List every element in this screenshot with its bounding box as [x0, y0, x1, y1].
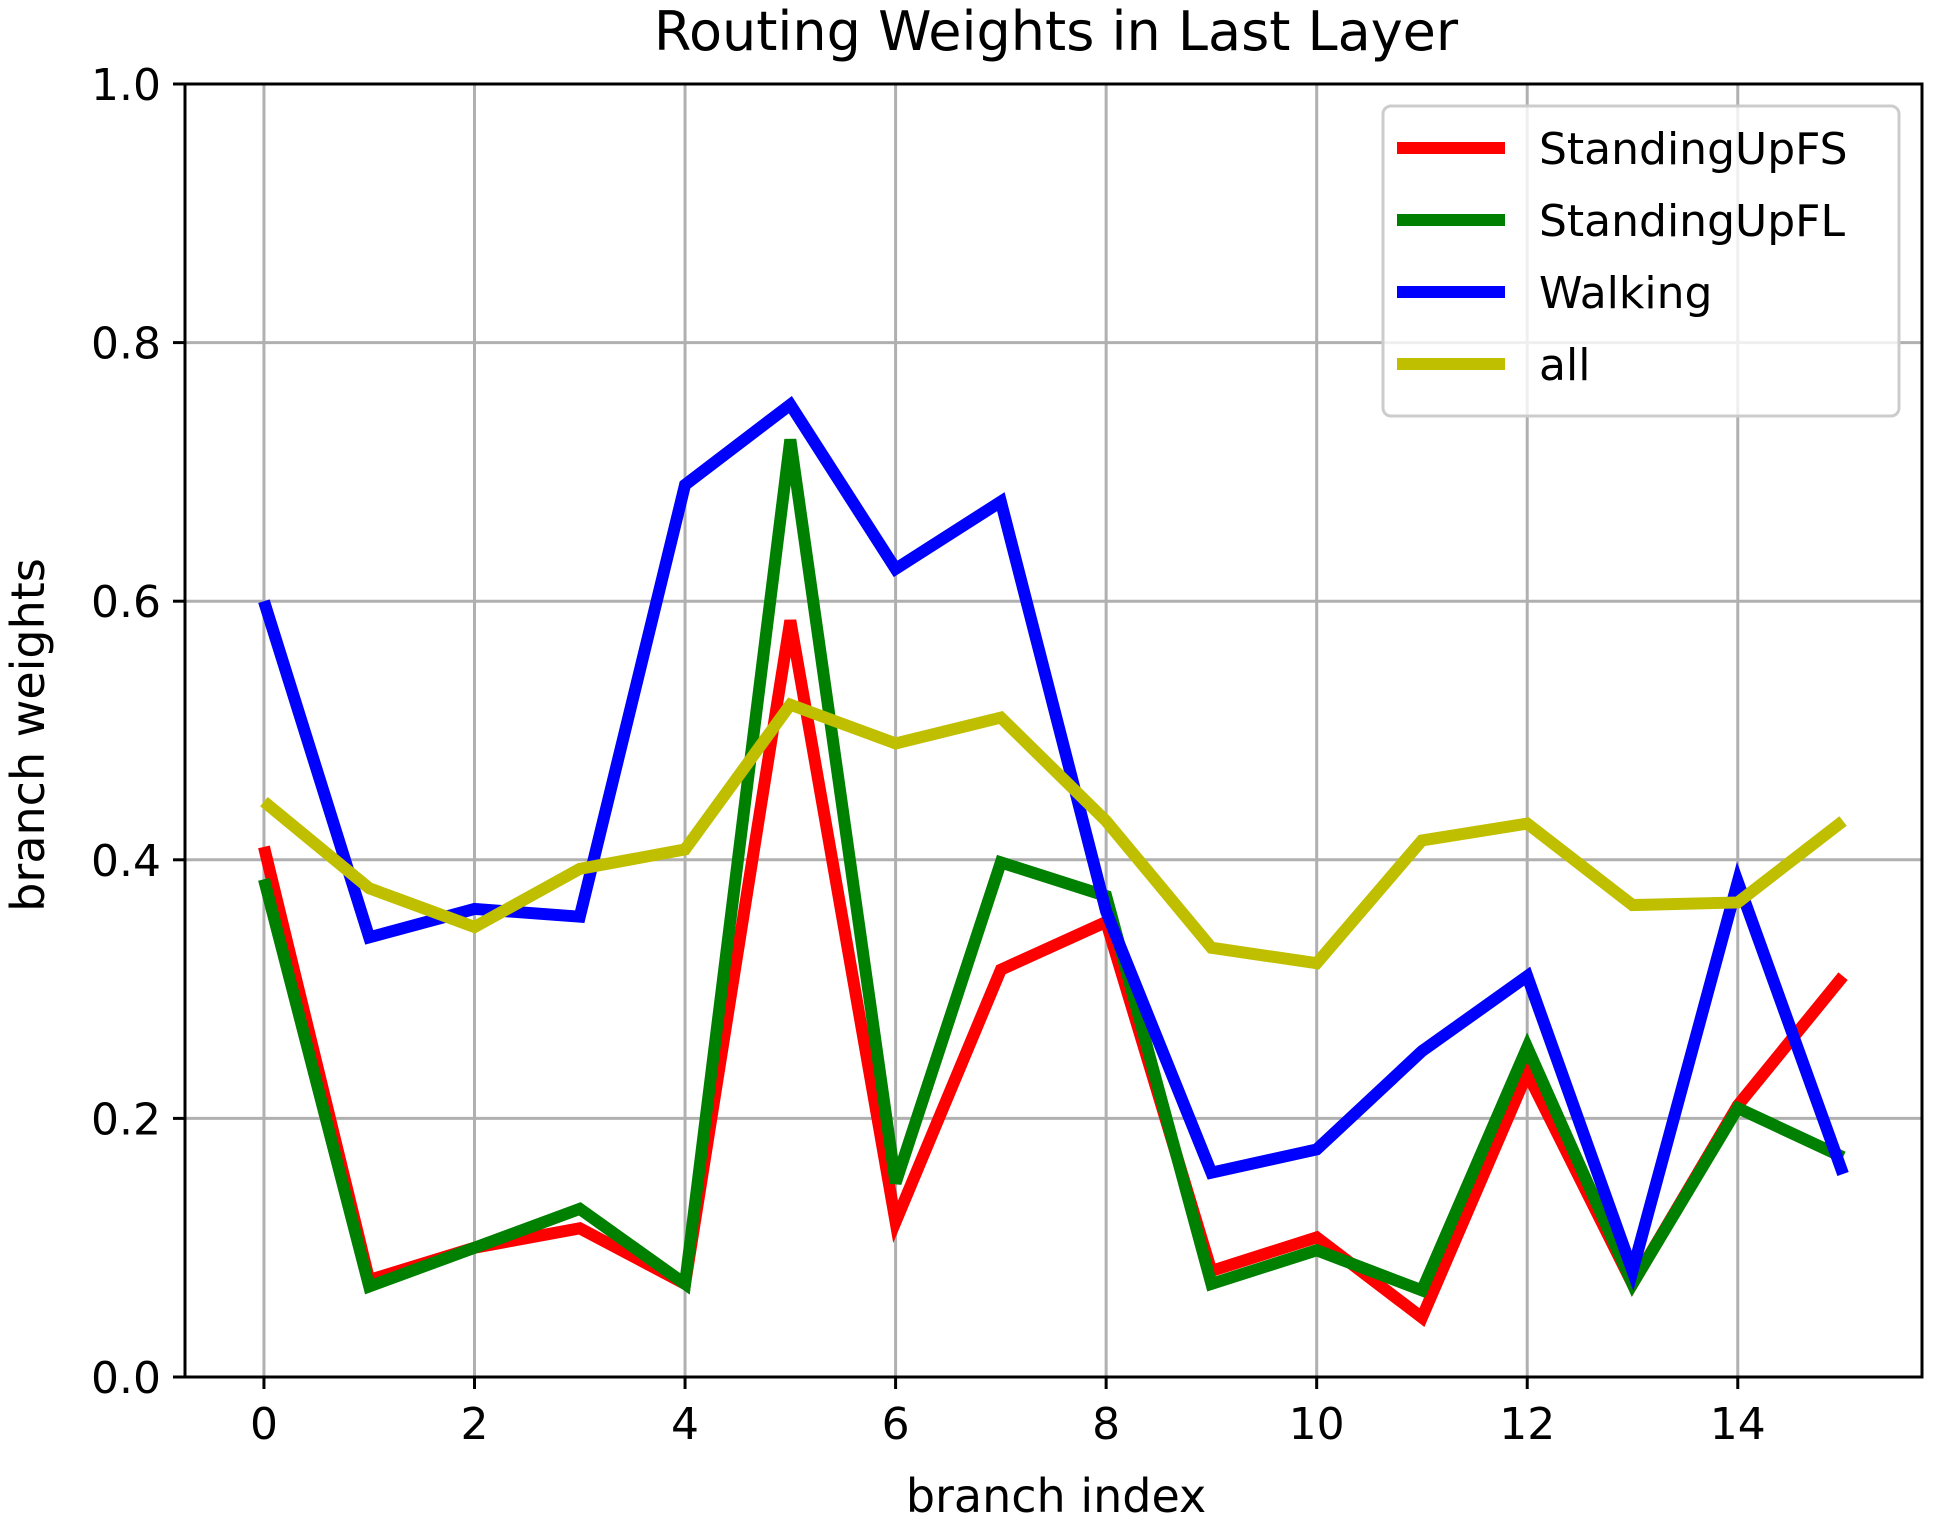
legend-box [1381, 104, 1901, 418]
x-tick-label: 2 [461, 1399, 489, 1450]
y-tick-label: 0.0 [91, 1353, 161, 1404]
legend-label: all [1539, 340, 1590, 391]
x-axis-label: branch index [906, 1469, 1206, 1523]
y-tick-label: 0.2 [91, 1094, 161, 1145]
series-line-all [260, 697, 1847, 970]
chart-title: Routing Weights in Last Layer [654, 0, 1459, 63]
y-tick-label: 1.0 [91, 60, 161, 111]
legend: StandingUpFS StandingUpFL Walking all [1381, 104, 1901, 418]
series-lines [258, 395, 1849, 1327]
legend-label: StandingUpFL [1539, 196, 1845, 247]
x-tick-label: 6 [882, 1399, 910, 1450]
series-line-standingupfl [258, 438, 1846, 1299]
y-tick-label: 0.4 [91, 836, 161, 887]
x-tick-label: 0 [250, 1399, 278, 1450]
x-tick-label: 12 [1499, 1399, 1555, 1450]
x-tick-label: 10 [1289, 1399, 1345, 1450]
y-tick-label: 0.8 [91, 319, 161, 370]
x-tick-label: 4 [671, 1399, 699, 1450]
series-line-walking [258, 395, 1849, 1292]
x-tick-label: 8 [1092, 1399, 1120, 1450]
plot-frame [183, 82, 1924, 1379]
y-axis-label: branch weights [1, 558, 55, 912]
y-tick-label: 0.6 [91, 577, 161, 628]
axis-ticks: 0 2 4 6 8 10 12 14 0.0 0.2 0.4 0.6 0.8 1.0 [91, 60, 1766, 1450]
legend-label: Walking [1539, 268, 1712, 319]
legend-label: StandingUpFS [1539, 124, 1848, 175]
x-tick-label: 14 [1710, 1399, 1766, 1450]
